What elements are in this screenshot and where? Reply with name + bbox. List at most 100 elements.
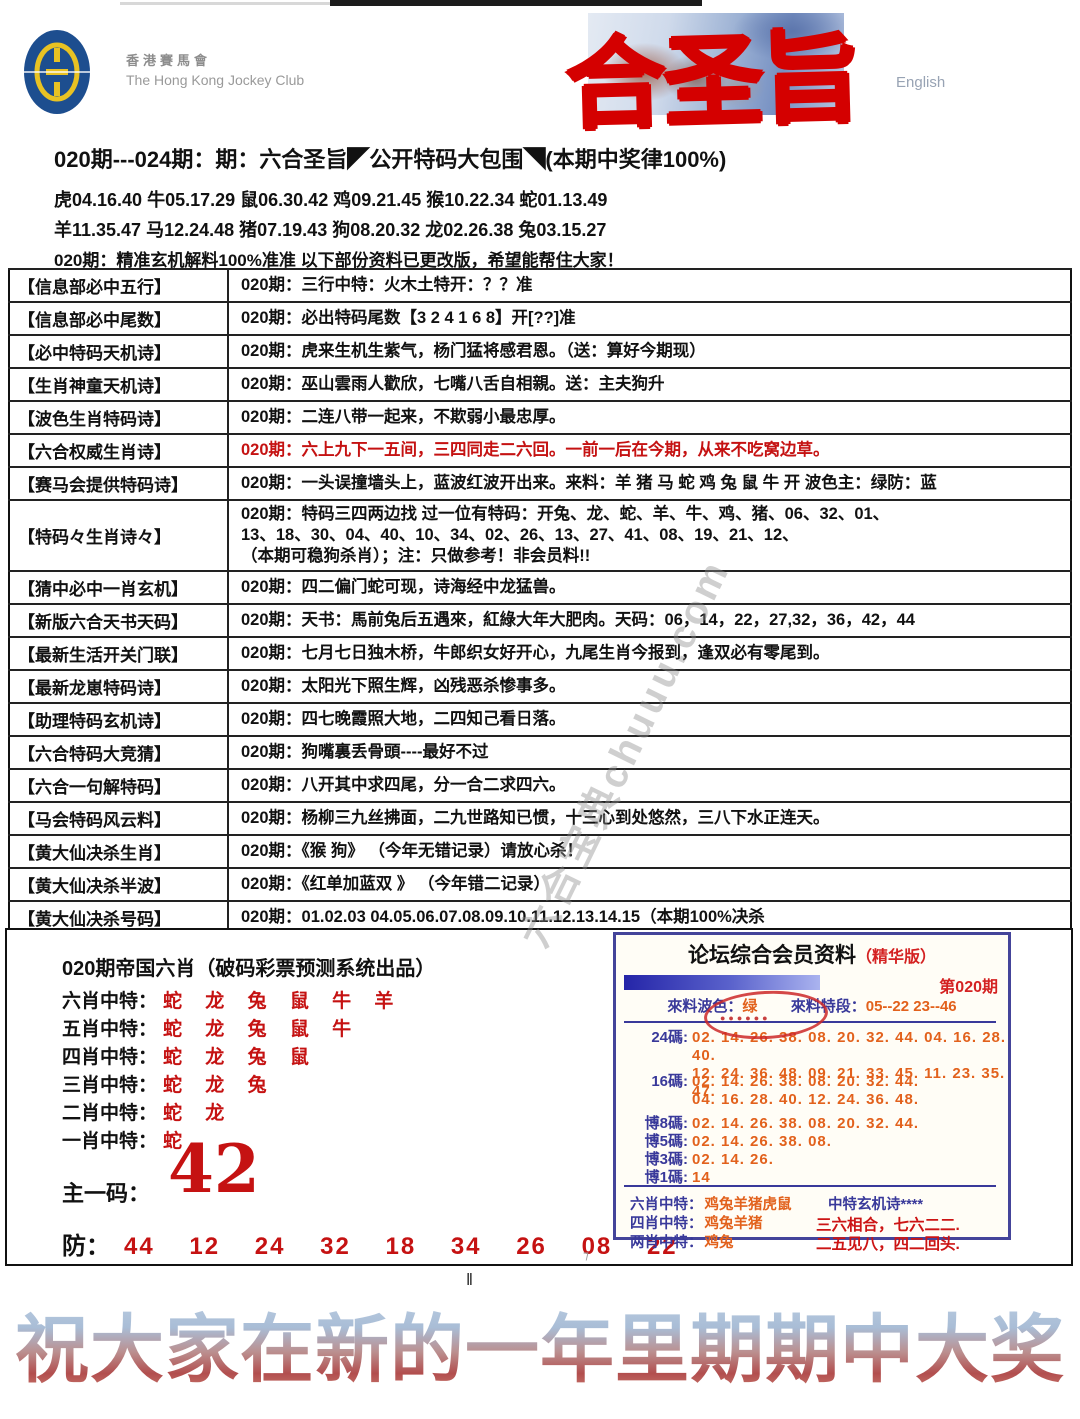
row-content: 020期：太阳光下照生辉，凶残恶杀惨事多。 xyxy=(228,669,1071,704)
page-title: 020期---024期：期：六合圣旨◤公开特码大包围◥(本期中奖律100%) xyxy=(54,147,727,172)
empire-row-value: 蛇 龙 xyxy=(163,1103,234,1124)
code-row-value: 14 xyxy=(692,1169,711,1186)
empire-row-label: 三肖中特： xyxy=(62,1075,158,1096)
table-row: 【六合特码大竞猜】 020期：狗嘴裏丢骨頭----最好不过 xyxy=(9,735,1071,770)
table-row: 【最新龙崽特码诗】 020期：太阳光下照生辉，凶残恶杀惨事多。 xyxy=(9,669,1071,704)
guard-numbers: 44 12 24 32 18 34 26 08 22 xyxy=(124,1233,678,1260)
empire-row-label: 一肖中特： xyxy=(62,1131,158,1152)
zodiac-row: 两肖中特： 鸡兔 xyxy=(630,1231,734,1252)
logo-chinese-name: 香港賽馬會 xyxy=(126,53,212,68)
separator-line xyxy=(624,1185,996,1187)
row-label: 【特码々生肖诗々】 xyxy=(9,498,229,572)
code-row-label: 博3碼: xyxy=(644,1151,688,1168)
row-content: 020期：狗嘴裏丢骨頭----最好不过 xyxy=(228,735,1071,770)
main-code-label: 主一码： xyxy=(62,1181,151,1206)
blue-gradient-bar xyxy=(624,975,820,990)
row-label: 【猜中必中一肖玄机】 xyxy=(9,570,229,605)
poem-line: 二五见八，四二回头. xyxy=(816,1236,960,1253)
code-row-label: 博8碼: xyxy=(644,1115,688,1132)
zodiac-row-value: 鸡兔羊猪虎鼠 xyxy=(704,1197,792,1213)
row-label: 【必中特码天机诗】 xyxy=(9,334,229,369)
code-row-label: 24碼: xyxy=(651,1029,688,1046)
scan-artifact: ⁊ xyxy=(583,1248,589,1262)
row-label: 【新版六合天书天码】 xyxy=(9,603,229,638)
table-row: 【信息部必中尾数】 020期：必出特码尾数【3 2 4 1 6 8】开[??]准 xyxy=(9,301,1071,336)
guard-numbers-row: 防： 44 12 24 32 18 34 26 08 22 xyxy=(62,1226,678,1261)
top-black-bar xyxy=(330,0,702,6)
code-row-bo5: 博5碼: 02. 14. 26. 38. 08. xyxy=(626,1133,832,1151)
zodiac-numbers-line-2: 羊11.35.47 马12.24.48 猪07.19.43 狗08.20.32 … xyxy=(54,220,607,240)
empire-row: 六肖中特：蛇 龙 兔 鼠 牛 羊 xyxy=(62,986,402,1012)
pause-mark: ‖ xyxy=(466,1270,474,1289)
row-label: 【马会特码风云料】 xyxy=(9,801,229,836)
issue-note-line: 020期：精准玄机解料100%准准 以下部份资料已更改版，希望能帮住大家！ xyxy=(54,251,624,270)
english-link[interactable]: English xyxy=(896,74,946,91)
horses-photo xyxy=(588,13,844,115)
code-row-24: 24碼: 02. 14. 26. 38. 08. 20. 32. 44. 04. … xyxy=(626,1029,1008,1101)
table-row: 【黄大仙决杀号码】 020期：01.02.03 04.05.06.07.08.09… xyxy=(9,900,1071,935)
zodiac-row-label: 四肖中特： xyxy=(630,1216,703,1232)
member-box-title-suffix: （精华版） xyxy=(855,949,936,966)
table-row: 【特码々生肖诗々】 020期：特码三四两边找 过一位有特码：开兔、龙、蛇、羊、牛、… xyxy=(9,498,1071,572)
table-row: 【最新生活开关门联】 020期：七月七日独木桥，牛郎织女好开心，九尾生肖今报到，逢… xyxy=(9,636,1071,671)
row-label: 【助理特码玄机诗】 xyxy=(9,702,229,737)
code-row-bo3: 博3碼: 02. 14. 26. xyxy=(626,1151,774,1169)
zodiac-row-value: 鸡兔 xyxy=(704,1235,734,1251)
empire-row-value: 蛇 龙 兔 鼠 xyxy=(163,1047,318,1068)
empire-row-label: 四肖中特： xyxy=(62,1047,158,1068)
row-content: 020期：《猴 狗》 （今年无错记录）请放心杀！ xyxy=(228,834,1071,869)
source-segment-label: 來料特段： xyxy=(790,998,866,1015)
code-row-value: 02. 14. 26. xyxy=(692,1151,774,1168)
table-row: 【猜中必中一肖玄机】 020期：四二偏门蛇可现，诗海经中龙猛兽。 xyxy=(9,570,1071,605)
row-content: 020期：三行中特：火木土特开：？？准 xyxy=(228,268,1071,303)
source-segment-value: 05--22 23--46 xyxy=(865,998,957,1015)
code-row-label: 博1碼: xyxy=(644,1169,688,1186)
empire-row: 二肖中特：蛇 龙 xyxy=(62,1098,233,1124)
table-row: 【必中特码天机诗】 020期：虎来生机生紫气，杨门猛将感君恩。（送：算好今期现） xyxy=(9,334,1071,369)
source-wave-line: 來料波色：绿 來料特段：05--22 23--46 xyxy=(616,995,1008,1016)
member-box-title-text: 论坛综合会员资料 xyxy=(687,944,856,967)
empire-row-value: 蛇 龙 兔 xyxy=(163,1075,276,1096)
row-content: 020期：七月七日独木桥，牛郎织女好开心，九尾生肖今报到，逢双必有零尾到。 xyxy=(228,636,1071,671)
row-label: 【信息部必中五行】 xyxy=(9,268,229,303)
code-row-value: 02. 14. 26. 38. 08. 20. 32. 44. 04. 16. … xyxy=(692,1029,1007,1100)
table-row: 【生肖神童天机诗】 020期：巫山雲雨人歡欣，七嘴八舌自相親。送：主夫狗升 xyxy=(9,367,1071,402)
code-row-label: 16碼: xyxy=(651,1073,688,1090)
code-row-bo1: 博1碼: 14 xyxy=(626,1169,711,1187)
predictions-table: 【信息部必中五行】 020期：三行中特：火木土特开：？？准 【信息部必中尾数】 02… xyxy=(8,268,1072,1022)
zodiac-numbers-line-1: 虎04.16.40 牛05.17.29 鼠06.30.42 鸡09.21.45 … xyxy=(54,190,608,210)
row-content: 020期：四七晚霞照大地，二四知己看日落。 xyxy=(228,702,1071,737)
code-row-bo8: 博8碼: 02. 14. 26. 38. 08. 20. 32. 44. xyxy=(626,1115,919,1133)
row-content: 020期：四二偏门蛇可现，诗海经中龙猛兽。 xyxy=(228,570,1071,605)
source-wave-label: 來料波色： xyxy=(667,998,743,1015)
code-row-16: 16碼: 02. 14. 26. 38. 08. 20. 32. 44. 04. … xyxy=(626,1073,919,1109)
table-row: 【信息部必中五行】 020期：三行中特：火木土特开：？？准 xyxy=(9,268,1071,303)
row-content: 020期：巫山雲雨人歡欣，七嘴八舌自相親。送：主夫狗升 xyxy=(228,367,1071,402)
row-content: 020期：虎来生机生紫气，杨门猛将感君恩。（送：算好今期现） xyxy=(228,334,1071,369)
code-row-value: 02. 14. 26. 38. 08. 20. 32. 44. 04. 16. … xyxy=(692,1073,919,1108)
member-box-issue: 第020期 xyxy=(939,979,998,996)
empire-row-label: 二肖中特： xyxy=(62,1103,158,1124)
empire-row: 四肖中特：蛇 龙 兔 鼠 xyxy=(62,1042,318,1068)
row-content: 020期：天书：馬前兔后五遇來，紅綠大年大肥肉。天码：06，14，22，27,3… xyxy=(228,603,1071,638)
row-content: 020期：二连八带一起来，不欺弱小最忠厚。 xyxy=(228,400,1071,435)
empire-row-value: 蛇 龙 兔 鼠 牛 羊 xyxy=(163,991,403,1012)
empire-row: 五肖中特：蛇 龙 兔 鼠 牛 xyxy=(62,1014,360,1040)
empire-row-value: 蛇 xyxy=(163,1131,192,1152)
row-label: 【生肖神童天机诗】 xyxy=(9,367,229,402)
row-content: 020期：特码三四两边找 过一位有特码：开兔、龙、蛇、羊、牛、鸡、猪、06、32… xyxy=(228,498,1071,572)
table-row: 【黄大仙决杀半波】 020期：《红单加蓝双 》 （今年错二记录） xyxy=(9,867,1071,902)
row-label: 【黄大仙决杀生肖】 xyxy=(9,834,229,869)
guard-label: 防： xyxy=(62,1233,110,1260)
zodiac-row-value: 鸡兔羊猪 xyxy=(704,1216,763,1232)
poem-title: 中特玄机诗**** xyxy=(828,1197,924,1213)
row-content: 020期：八开其中求四尾，分一合二求四六。 xyxy=(228,768,1071,803)
poem-line: 三六相合，七六二二. xyxy=(816,1217,960,1234)
row-label: 【最新生活开关门联】 xyxy=(9,636,229,671)
table-row: 【黄大仙决杀生肖】 020期：《猴 狗》 （今年无错记录）请放心杀！ xyxy=(9,834,1071,869)
row-label: 【黄大仙决杀半波】 xyxy=(9,867,229,902)
zodiac-row: 四肖中特： 鸡兔羊猪 xyxy=(630,1212,763,1233)
code-row-value: 02. 14. 26. 38. 08. xyxy=(692,1133,832,1150)
row-label: 【赛马会提供特码诗】 xyxy=(9,466,229,501)
